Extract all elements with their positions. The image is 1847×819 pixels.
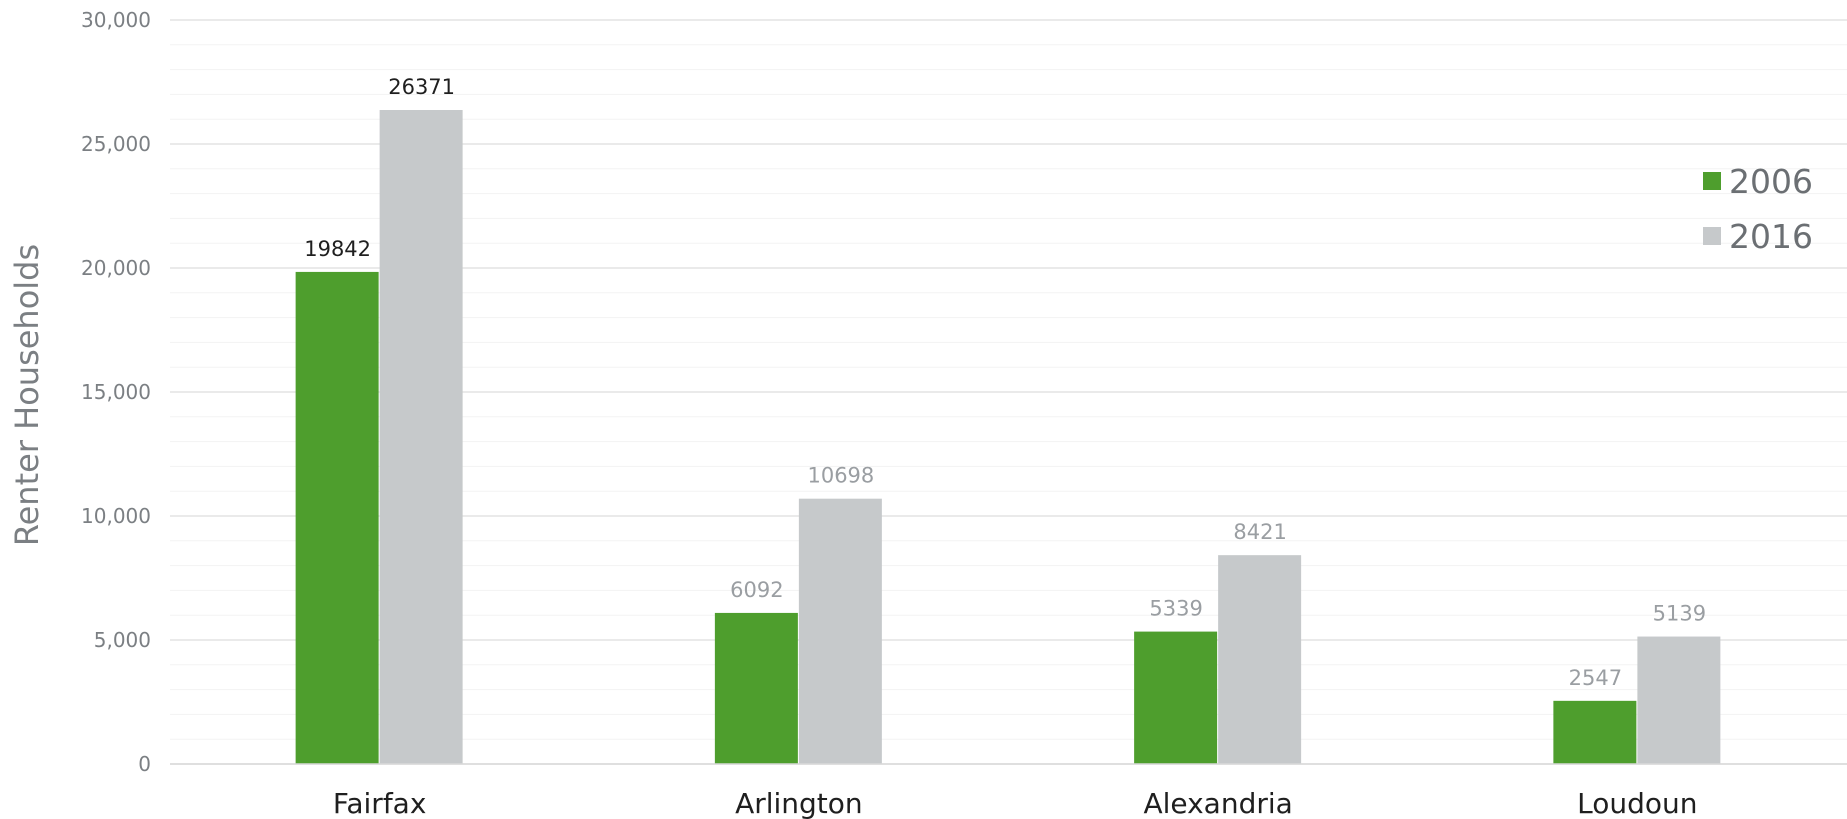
bar-2006-loudoun <box>1553 700 1637 764</box>
y-tick-label: 20,000 <box>81 256 151 280</box>
y-tick-label: 10,000 <box>81 504 151 528</box>
data-label-2006-alexandria: 5339 <box>1149 597 1202 621</box>
legend-label-2006: 2006 <box>1729 162 1813 201</box>
x-tick-label: Loudoun <box>1577 787 1697 819</box>
y-tick-label: 5,000 <box>94 628 151 652</box>
bar-2016-arlington <box>798 498 882 764</box>
data-label-2016-arlington: 10698 <box>807 464 874 488</box>
legend-swatch-2006 <box>1703 172 1721 190</box>
data-label-2006-fairfax: 19842 <box>304 237 371 261</box>
y-axis-title: Renter Households <box>8 244 46 546</box>
legend: 2006 2016 <box>1703 162 1813 256</box>
legend-swatch-2016 <box>1703 227 1721 245</box>
bar-2006-alexandria <box>1134 631 1218 764</box>
data-label-2016-loudoun: 5139 <box>1653 602 1706 626</box>
x-axis: Fairfax Arlington Alexandria Loudoun <box>170 763 1847 819</box>
bar-2006-arlington <box>714 612 798 764</box>
data-label-2006-arlington: 6092 <box>730 578 783 602</box>
data-label-2016-alexandria: 8421 <box>1233 520 1286 544</box>
y-tick-label: 30,000 <box>81 8 151 32</box>
y-tick-label: 0 <box>138 752 151 776</box>
bar-2016-fairfax <box>379 109 463 764</box>
x-tick-label: Fairfax <box>333 787 427 819</box>
y-tick-label: 15,000 <box>81 380 151 404</box>
legend-label-2016: 2016 <box>1729 217 1813 256</box>
data-label-2016-fairfax: 26371 <box>388 75 455 99</box>
x-tick-label: Arlington <box>735 787 863 819</box>
data-label-2006-loudoun: 2547 <box>1569 666 1622 690</box>
bar-2016-loudoun <box>1637 636 1721 764</box>
bar-2016-alexandria <box>1218 555 1302 764</box>
x-tick-label: Alexandria <box>1143 787 1292 819</box>
bar-2006-fairfax <box>295 271 379 764</box>
y-axis: 0 5,000 10,000 15,000 20,000 25,000 30,000 <box>81 8 151 776</box>
data-labels: 19842 26371 6092 10698 5339 8421 2547 5139 <box>304 75 1706 690</box>
bars <box>295 109 1721 764</box>
y-tick-label: 25,000 <box>81 132 151 156</box>
